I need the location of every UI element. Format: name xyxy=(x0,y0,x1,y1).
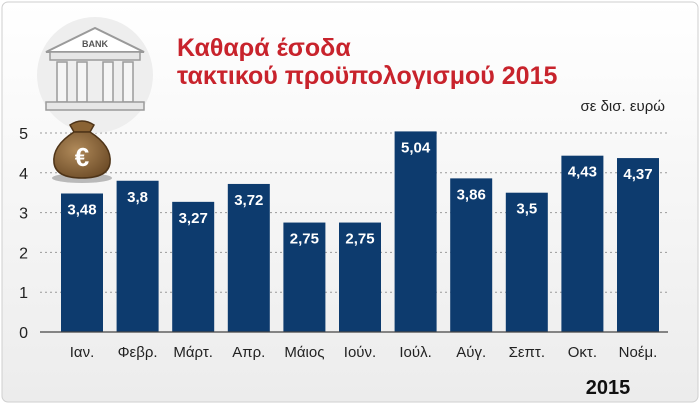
chart-title-line-1: Καθαρά έσοδα xyxy=(177,34,351,62)
bar-value-label: 4,43 xyxy=(568,164,597,181)
y-tick-label: 4 xyxy=(19,166,28,183)
x-tick-label: Φεβρ. xyxy=(118,344,158,361)
x-tick-label: Μάιος xyxy=(284,344,324,361)
x-tick-label: Οκτ. xyxy=(568,344,597,361)
y-axis-ticks: 0 1 2 3 4 5 xyxy=(19,126,28,342)
x-tick-label: Ιούν. xyxy=(344,344,376,361)
x-tick-label: Νοέμ. xyxy=(619,344,658,361)
bar-series xyxy=(61,131,659,332)
bar xyxy=(227,183,270,332)
bar xyxy=(116,180,159,332)
bar-value-label: 3,8 xyxy=(127,189,148,206)
bar xyxy=(561,155,604,332)
x-tick-label: Απρ. xyxy=(232,344,265,361)
bar-value-label: 2,75 xyxy=(290,231,319,248)
bar-value-label: 2,75 xyxy=(345,231,374,248)
y-tick-label: 1 xyxy=(19,285,28,302)
bar xyxy=(394,131,437,332)
bar-value-label: 3,72 xyxy=(234,192,263,209)
bar xyxy=(339,222,381,332)
y-tick-label: 2 xyxy=(19,245,28,262)
unit-label: σε δισ. ευρώ xyxy=(580,98,665,115)
bar-value-label: 3,5 xyxy=(516,201,537,218)
euro-symbol: € xyxy=(75,142,89,172)
value-labels: 3,48 3,8 3,27 3,72 2,75 2,75 5,04 3,86 3,5 4,43 4,… xyxy=(67,139,652,247)
bar-value-label: 3,48 xyxy=(67,201,96,218)
x-tick-label: Ιαν. xyxy=(70,344,95,361)
x-axis-labels: Ιαν. Φεβρ. Μάρτ. Απρ. Μάιος Ιούν. Ιούλ. Αύγ. Σεπ… xyxy=(70,344,658,361)
bank-icon: BANK xyxy=(37,17,153,133)
bank-sign: BANK xyxy=(82,39,108,49)
y-tick-label: 5 xyxy=(19,126,28,143)
money-bag-icon: € xyxy=(52,120,112,183)
bar xyxy=(505,192,548,332)
y-tick-label: 3 xyxy=(19,206,28,223)
bar xyxy=(172,201,215,332)
x-tick-label: Μάρτ. xyxy=(173,344,213,361)
x-tick-label: Ιούλ. xyxy=(399,344,431,361)
chart-title-line-2: τακτικού προϋπολογισμού 2015 xyxy=(177,62,557,90)
year-label: 2015 xyxy=(586,377,631,399)
bar xyxy=(450,178,493,332)
bar xyxy=(283,222,326,332)
bar xyxy=(617,158,659,332)
bar xyxy=(61,193,103,332)
bar-value-label: 3,27 xyxy=(179,210,208,227)
x-tick-label: Αύγ. xyxy=(456,344,486,361)
bar-value-label: 4,37 xyxy=(623,166,652,183)
y-tick-label: 0 xyxy=(19,325,28,342)
x-tick-label: Σεπτ. xyxy=(509,344,545,361)
bar-value-label: 3,86 xyxy=(457,186,486,203)
bar-value-label: 5,04 xyxy=(401,139,431,156)
